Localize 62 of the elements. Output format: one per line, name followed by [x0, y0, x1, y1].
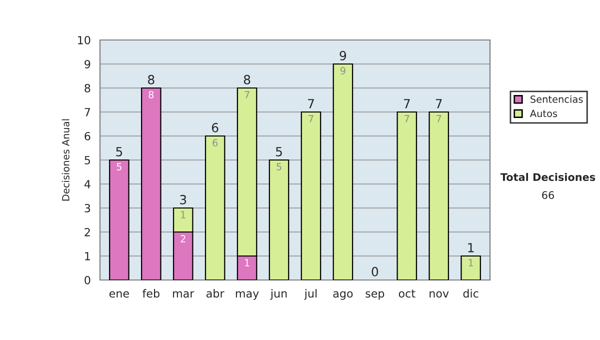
- data-label: 7: [308, 115, 314, 122]
- y-tick-label: 0: [84, 276, 90, 284]
- data-label: 8: [148, 91, 154, 98]
- data-label: 2: [180, 235, 186, 242]
- total-label: 9: [340, 50, 346, 60]
- y-tick-label: 8: [84, 84, 90, 92]
- total-label: 5: [116, 147, 122, 156]
- total-label: 7: [308, 99, 314, 108]
- data-label: 1: [181, 211, 186, 218]
- x-tick-label: mar: [173, 291, 194, 298]
- y-tick-label: 4: [84, 180, 90, 188]
- data-label: 7: [244, 91, 250, 98]
- x-tick-label: jul: [304, 289, 317, 300]
- x-tick-label: nov: [430, 291, 449, 298]
- bar: [428, 111, 449, 280]
- x-tick-label: feb: [142, 289, 160, 298]
- total-label: 8: [148, 74, 154, 84]
- data-label: 7: [436, 115, 442, 122]
- y-axis-title: Decisiones Anual: [62, 119, 70, 201]
- x-tick-label: may: [236, 291, 259, 300]
- total-label: 8: [244, 74, 250, 84]
- y-tick-label: 1: [85, 252, 90, 260]
- total-label: 3: [180, 194, 186, 204]
- x-tick-label: jun: [270, 289, 287, 300]
- total-label: 6: [212, 122, 218, 132]
- x-tick-label: oct: [398, 290, 416, 298]
- bar: [460, 255, 481, 280]
- data-label: 1: [245, 259, 250, 266]
- y-tick-label: 6: [84, 132, 90, 140]
- y-tick-label: 3: [84, 204, 90, 212]
- x-tick-label: ene: [109, 291, 129, 298]
- x-tick-label: ago: [333, 291, 353, 300]
- y-tick-label: 7: [84, 108, 90, 116]
- bar: [141, 87, 162, 280]
- y-tick-label: 10: [78, 36, 90, 44]
- data-label: 6: [212, 139, 218, 146]
- bar: [204, 135, 226, 280]
- data-label: 5: [276, 163, 282, 170]
- text: 66: [542, 191, 554, 200]
- bar: [300, 111, 322, 280]
- total-label: 1: [468, 243, 474, 252]
- y-tick-label: 9: [84, 60, 90, 68]
- legend-label: Autos: [530, 110, 558, 118]
- legend-label: Sentencias: [530, 95, 583, 103]
- bar: [109, 159, 130, 280]
- total-label: 5: [276, 147, 282, 156]
- data-label: 9: [340, 67, 346, 74]
- data-label: 1: [468, 259, 474, 266]
- bar: [396, 111, 418, 280]
- x-tick-label: dic: [463, 289, 478, 298]
- y-tick-label: 5: [84, 156, 90, 164]
- x-tick-label: abr: [206, 289, 224, 298]
- total-label: 7: [436, 99, 442, 108]
- x-tick-label: sep: [366, 291, 384, 300]
- bar: [268, 159, 290, 280]
- text: Total Decisiones: [500, 172, 596, 182]
- text: 0: [372, 266, 378, 276]
- y-tick-label: 2: [84, 228, 90, 236]
- bar: [332, 63, 354, 280]
- data-label: 5: [116, 163, 122, 170]
- data-label: 7: [404, 115, 410, 122]
- total-label: 7: [404, 99, 410, 108]
